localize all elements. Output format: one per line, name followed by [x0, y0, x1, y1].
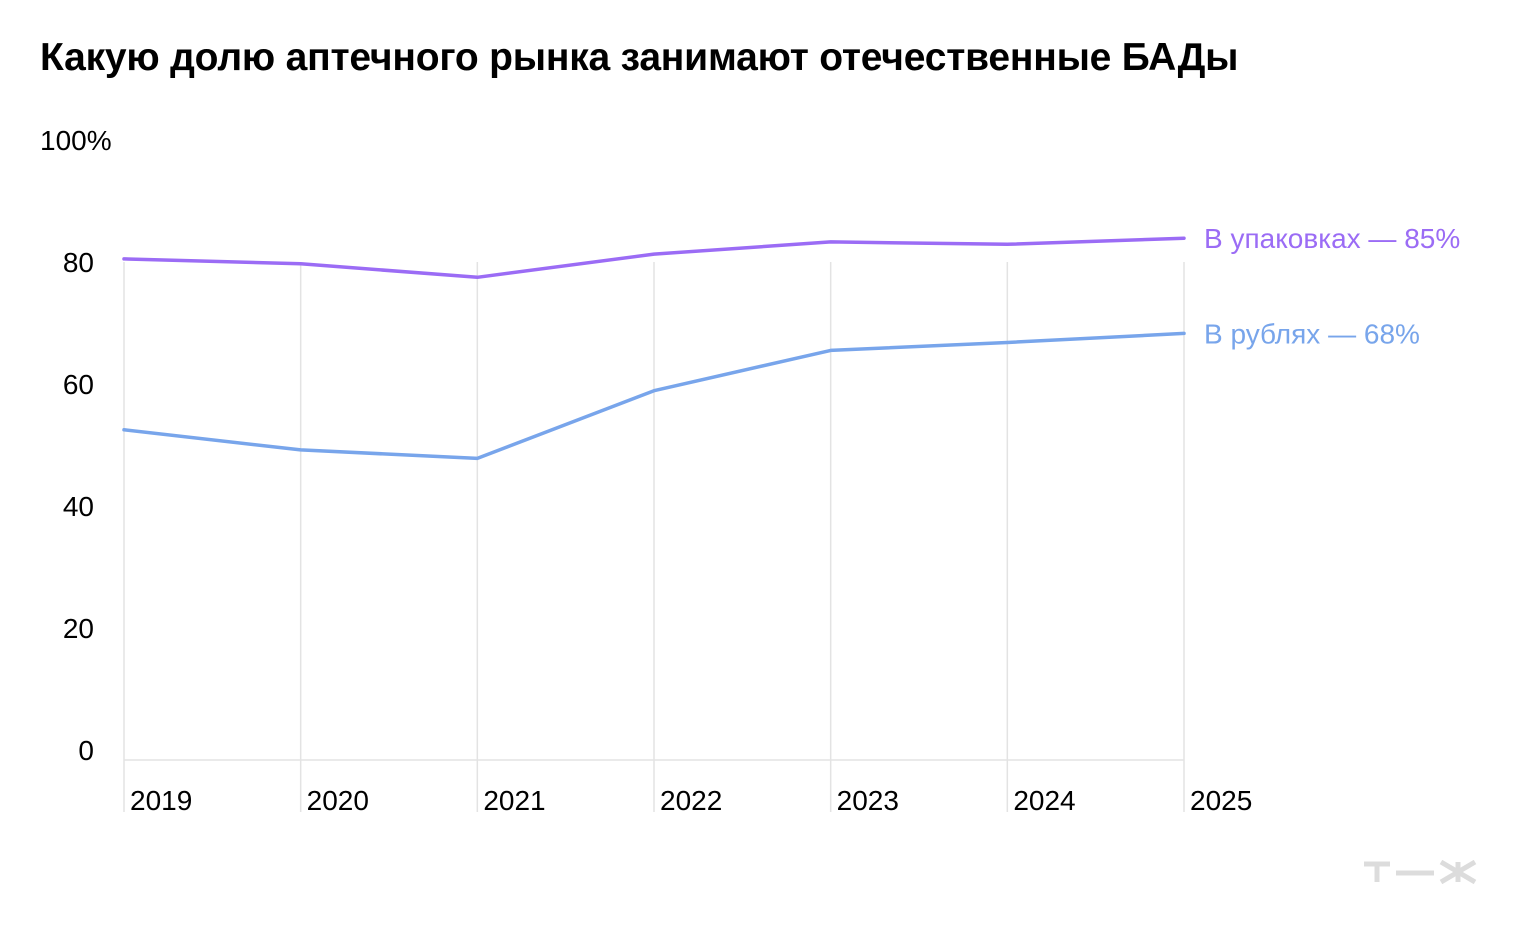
x-tick-label-2020: 2020	[307, 785, 369, 816]
x-tick-label-2023: 2023	[837, 785, 899, 816]
x-tick-label-2021: 2021	[483, 785, 545, 816]
x-tick-label-2025: 2025	[1190, 785, 1252, 816]
y-tick-label: 40	[63, 491, 94, 522]
tzh-logo-icon	[1364, 860, 1477, 884]
grid-lines	[123, 262, 1185, 812]
y-tick-label: 100%	[40, 125, 112, 156]
x-tick-label-2024: 2024	[1013, 785, 1075, 816]
y-tick-label: 20	[63, 613, 94, 644]
series-line-2	[122, 331, 1186, 461]
chart-title: Какую долю аптечного рынка занимают отеч…	[40, 36, 1239, 79]
x-axis: 2019 2020 2021 2022 2023 2024 2025	[130, 785, 1252, 816]
series-line-1	[122, 236, 1186, 280]
x-tick-label-2022: 2022	[660, 785, 722, 816]
y-axis: 0 20 40 60 80 100%	[40, 125, 112, 766]
x-tick-label-2019: 2019	[130, 785, 192, 816]
y-tick-label: 60	[63, 369, 94, 400]
series-end-label-1: В упаковках — 85%	[1204, 223, 1460, 254]
series-end-labels: В упаковках — 85% В рублях — 68%	[1204, 223, 1460, 349]
y-tick-label: 0	[78, 735, 94, 766]
series-end-label-2: В рублях — 68%	[1204, 318, 1420, 349]
y-tick-label: 80	[63, 247, 94, 278]
series-lines	[122, 236, 1186, 461]
